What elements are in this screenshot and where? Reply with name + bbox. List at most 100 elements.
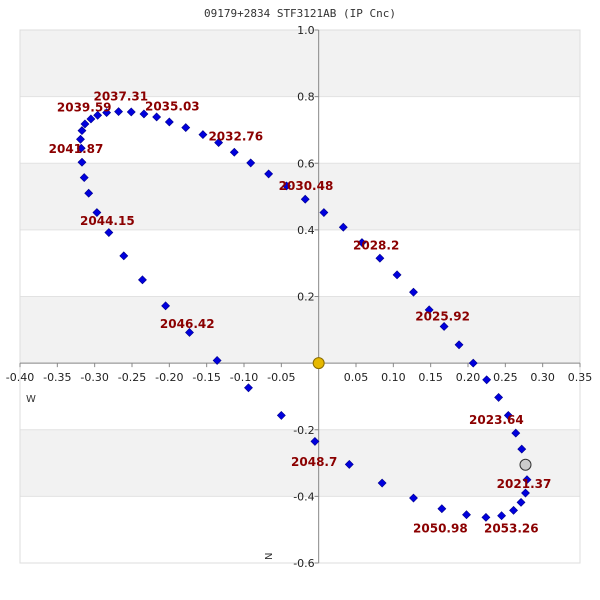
y-tick-label: 0.6 [297,157,315,170]
epoch-label: 2053.26 [484,522,539,536]
orbit-point [282,181,291,191]
chart-title: 09179+2834 STF3121AB (IP Cnc) [204,7,396,20]
orbit-point [80,119,90,129]
grid-band [20,429,580,497]
epoch-label: 2046.42 [160,317,215,331]
orbit-point [468,358,478,368]
orbit-point [214,138,224,148]
orbit-point [104,228,114,237]
x-tick-label: 0.10 [381,371,406,384]
orbit-point [114,107,123,117]
orbit-point [164,117,174,127]
orbit-point [138,275,147,285]
x-tick-label: -0.25 [118,371,146,384]
orbit-point [497,511,507,521]
axes [19,29,581,564]
y-tick-label: -0.2 [293,424,314,437]
orbit-point [212,356,222,365]
orbit-point [77,126,87,136]
orbit-point [84,188,94,198]
grid-band [20,30,580,97]
orbit-point [375,253,385,263]
orbit-point [152,112,162,122]
orbit-point [77,157,87,167]
epoch-label: 2028.2 [353,239,399,253]
north-label: N [264,553,275,560]
epoch-label: 2044.15 [80,214,135,228]
orbit-point [357,238,367,247]
grid-band [20,163,580,230]
grid-band [20,296,580,364]
orbit-point [344,459,354,469]
orbit-point [338,222,348,232]
orbit-point [264,169,274,179]
orbit-point [139,109,149,119]
orbit-point [319,208,329,217]
x-tick-label: -0.10 [230,371,258,384]
orbit-point [503,411,513,420]
epoch-label: 2021.37 [497,477,552,491]
epoch-label: 2041.87 [49,142,104,156]
epoch-label: 2039.59 [57,101,112,115]
orbit-point [481,512,491,522]
orbit-point [482,375,492,385]
orbit-points [76,107,532,522]
orbit-point [424,305,434,315]
x-tick-label: -0.15 [192,371,220,384]
x-tick-label: 0.30 [530,371,555,384]
orbit-point [185,328,194,337]
orbit-point [79,173,89,182]
orbit-point [276,411,286,420]
orbit-point [494,393,504,402]
x-tick-label: -0.20 [155,371,183,384]
orbit-point [76,134,85,144]
epoch-label: 2050.98 [413,522,468,536]
y-tick-label: -0.6 [293,557,314,570]
x-tick-label: 0.35 [568,371,593,384]
orbit-point [161,301,171,311]
current-position-marker [519,458,532,471]
orbit-point [119,251,129,261]
orbit-point [92,208,102,217]
orbit-point [516,497,526,507]
y-tick-label: 0.4 [297,224,315,237]
epoch-label: 2032.76 [208,130,263,144]
orbit-point [198,130,208,140]
orbit-point [102,108,112,118]
orbit-point [76,143,86,153]
orbit-point [454,340,464,350]
orbit-point [244,383,253,393]
y-tick-label: 0.2 [297,291,315,304]
y-tick-label: -0.4 [293,490,314,503]
orbit-point [392,270,402,280]
orbit-point [509,505,518,515]
orbit-point [377,478,387,488]
x-tick-label: 0.05 [344,371,369,384]
orbit-point [439,322,449,331]
x-tick-label: -0.05 [267,371,295,384]
primary-star [312,357,325,370]
orbit-point [229,147,239,157]
orbit-point [517,444,527,454]
orbit-point [300,194,310,204]
epoch-label: 2023.64 [469,413,524,427]
y-tick-label: 0.8 [297,91,315,104]
orbit-point [437,504,447,514]
epoch-label: 2048.7 [291,455,337,469]
x-tick-label: -0.35 [43,371,71,384]
orbit-point [409,287,418,297]
orbit-point [181,123,191,133]
west-label: W [26,394,36,405]
tick-labels: -0.40 -0.35 -0.30 -0.25 -0.20 -0.15 -0.10 -0.05… [6,24,592,570]
orbit-point [86,114,96,124]
x-tick-label: 0.15 [418,371,443,384]
orbit-point [409,493,418,503]
orbit-point [462,510,471,520]
epoch-label: 2030.48 [279,179,334,193]
orbit-point [246,158,256,168]
plot-frame [19,29,581,564]
x-tick-label: -0.40 [6,371,34,384]
y-tick-label: 1.0 [297,24,315,37]
